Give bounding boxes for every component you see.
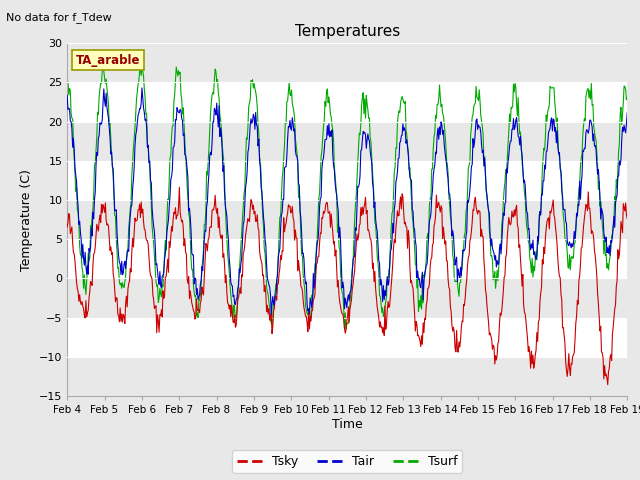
Y-axis label: Temperature (C): Temperature (C) (20, 168, 33, 271)
Bar (67, 121, 627, 161)
Legend: Tsky, Tair, Tsurf: Tsky, Tair, Tsurf (232, 450, 462, 473)
Title: Temperatures: Temperatures (294, 24, 400, 39)
Text: TA_arable: TA_arable (76, 54, 140, 67)
Bar (67, 43, 627, 83)
Bar (67, 278, 627, 318)
X-axis label: Time: Time (332, 418, 363, 431)
Bar (67, 357, 627, 396)
Bar (67, 200, 627, 239)
Text: No data for f_Tdew: No data for f_Tdew (6, 12, 112, 23)
